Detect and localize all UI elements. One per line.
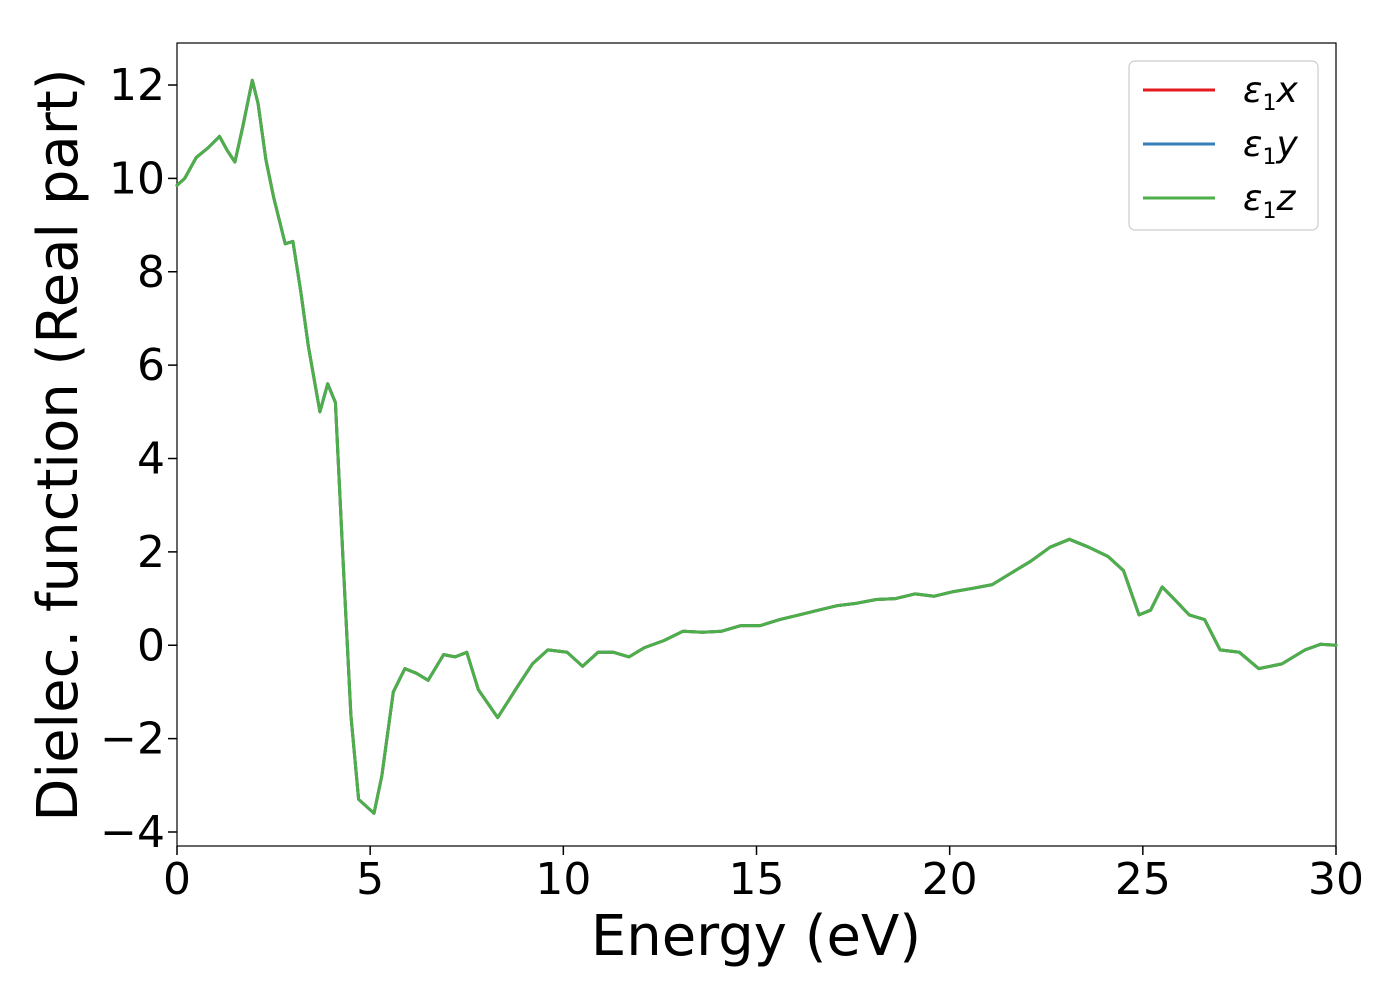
x-tick-label: 30 bbox=[1308, 854, 1364, 905]
x-axis-label: Energy (eV) bbox=[591, 904, 921, 969]
legend-symbol: ε bbox=[1243, 178, 1262, 219]
legend-axis-name: y bbox=[1275, 124, 1298, 165]
legend-subscript: 1 bbox=[1262, 199, 1276, 224]
y-tick-label: 8 bbox=[137, 247, 165, 298]
x-tick-label: 15 bbox=[729, 854, 785, 905]
x-axis-ticks: 0 5 10 15 20 25 30 bbox=[163, 846, 1364, 905]
legend-label-x: ε1x bbox=[1243, 70, 1298, 116]
y-tick-label: 0 bbox=[137, 620, 165, 671]
y-axis-ticks: −4 −2 0 2 4 6 8 10 12 bbox=[100, 60, 177, 858]
legend-axis-name: z bbox=[1275, 178, 1296, 219]
legend-axis-name: x bbox=[1275, 70, 1298, 111]
legend-label-y: ε1y bbox=[1243, 124, 1298, 170]
legend-label-z: ε1z bbox=[1243, 178, 1296, 224]
legend-symbol: ε bbox=[1243, 70, 1262, 111]
y-tick-label: 12 bbox=[109, 60, 165, 111]
y-axis-label: Dielec. function (Real part) bbox=[26, 68, 91, 821]
y-tick-label: 4 bbox=[137, 434, 165, 485]
legend-frame bbox=[1128, 60, 1319, 231]
x-tick-label: 25 bbox=[1115, 854, 1171, 905]
legend-subscript: 1 bbox=[1262, 91, 1276, 116]
y-tick-label: −2 bbox=[100, 714, 165, 765]
y-tick-label: 2 bbox=[137, 527, 165, 578]
legend-symbol: ε bbox=[1243, 124, 1262, 165]
y-tick-label: 6 bbox=[137, 340, 165, 391]
x-tick-label: 5 bbox=[356, 854, 384, 905]
y-tick-label: 10 bbox=[109, 153, 165, 204]
series-line-z bbox=[175, 78, 1338, 815]
legend-subscript: 1 bbox=[1262, 145, 1276, 170]
x-tick-label: 10 bbox=[535, 854, 591, 905]
y-tick-label: −4 bbox=[100, 807, 165, 858]
x-tick-label: 0 bbox=[163, 854, 191, 905]
x-tick-label: 20 bbox=[922, 854, 978, 905]
series-layer bbox=[175, 78, 1338, 815]
